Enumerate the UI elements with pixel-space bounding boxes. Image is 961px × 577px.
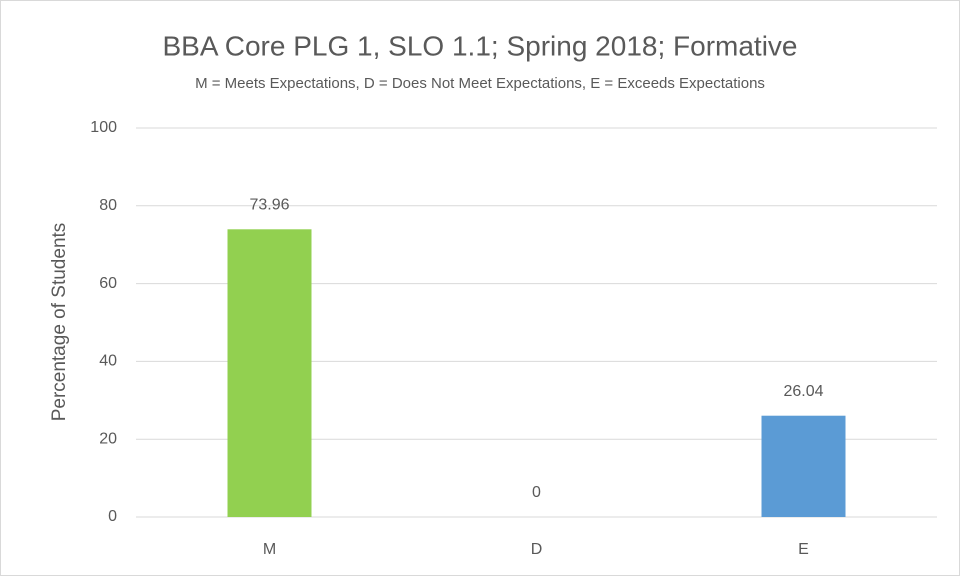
y-axis-label: Percentage of Students	[49, 223, 70, 422]
bar	[761, 415, 846, 517]
x-tick-label: D	[531, 541, 543, 558]
y-tick-label: 80	[99, 197, 117, 214]
data-label: 73.96	[249, 197, 289, 214]
x-tick-label: M	[263, 541, 276, 558]
data-label: 26.04	[783, 383, 823, 400]
y-tick-label: 0	[108, 508, 117, 525]
chart-title: BBA Core PLG 1, SLO 1.1; Spring 2018; Fo…	[163, 30, 798, 61]
y-tick-label: 100	[90, 119, 117, 136]
chart-subtitle: M = Meets Expectations, D = Does Not Mee…	[195, 75, 765, 92]
y-tick-label: 20	[99, 430, 117, 447]
y-tick-label: 60	[99, 275, 117, 292]
data-label: 0	[532, 484, 541, 501]
y-tick-label: 40	[99, 353, 117, 370]
x-tick-label: E	[798, 541, 809, 558]
bar	[227, 229, 312, 517]
